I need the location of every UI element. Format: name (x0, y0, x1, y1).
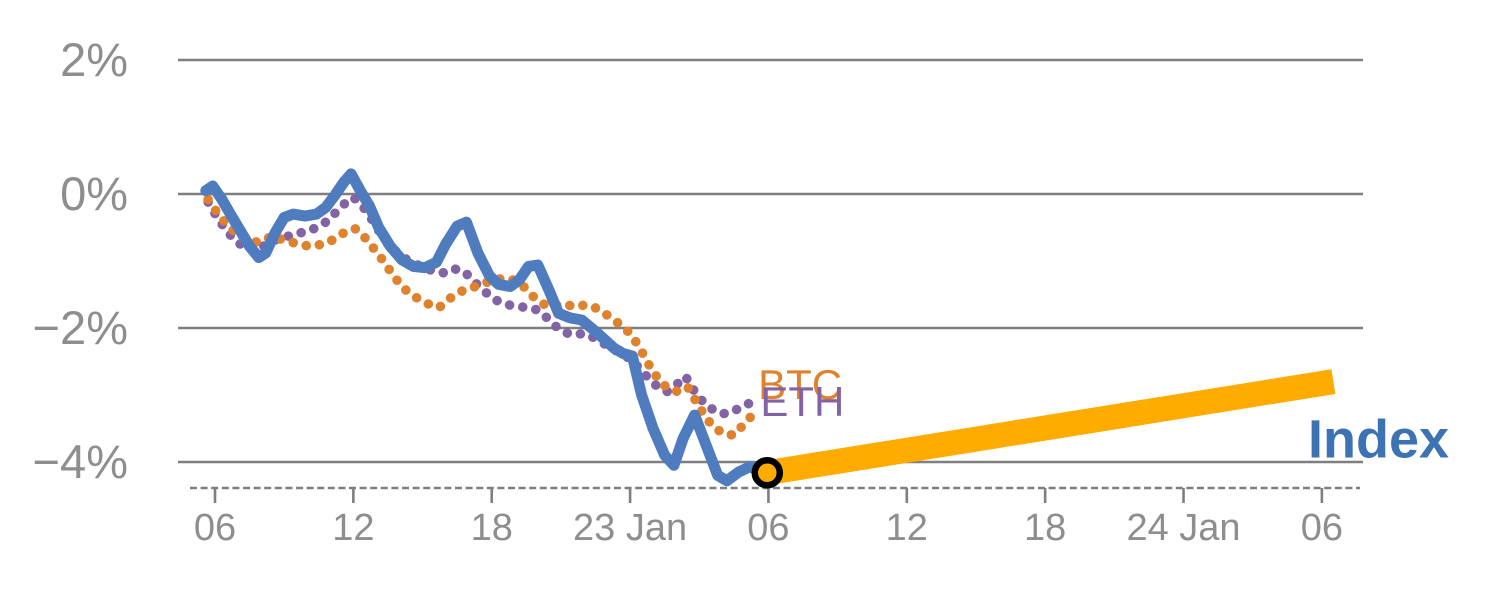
chart-line-btc (203, 194, 764, 440)
x-tick-label: 18 (1024, 507, 1066, 549)
x-tick-label: 12 (332, 507, 374, 549)
x-tick-label: 06 (194, 507, 236, 549)
x-tick-label: 12 (886, 507, 928, 549)
y-tick-label: 2% (60, 33, 128, 86)
x-tick-label: 18 (471, 507, 513, 549)
current-point-marker (751, 456, 784, 489)
chart-line-eth (203, 192, 764, 419)
y-tick-label: −2% (33, 301, 128, 354)
y-tick-label: 0% (60, 167, 128, 220)
series-label-eth: ETH (760, 378, 844, 425)
x-tick-label: 06 (1301, 507, 1343, 549)
chart-line-index (200, 168, 767, 487)
x-tick-label: 06 (747, 507, 789, 549)
x-tick-label: 23 Jan (573, 507, 687, 549)
series-label-btc: BTC (758, 361, 842, 408)
chart-line-index-projection (765, 369, 1336, 486)
series-label-index: Index (1308, 409, 1449, 469)
x-tick-label: 24 Jan (1126, 507, 1240, 549)
y-tick-label: −4% (33, 435, 128, 488)
